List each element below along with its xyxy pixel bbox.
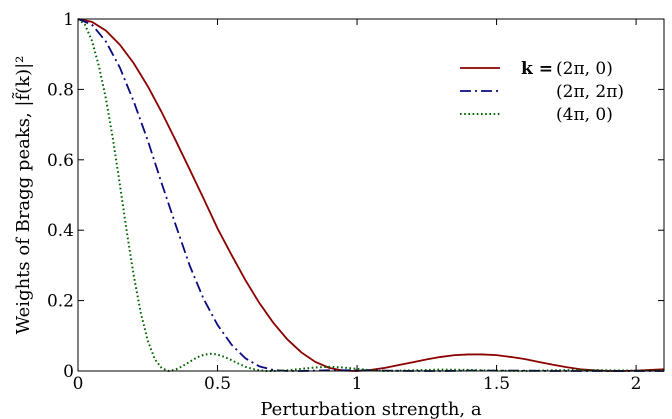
x-tick-label: 0 (73, 374, 84, 394)
y-tick-label: 0 (63, 362, 74, 382)
y-tick-label: 0.2 (47, 292, 74, 312)
y-axis-label: Weights of Bragg peaks, |f̃(k)|² (11, 56, 34, 335)
x-tick-label: 2 (631, 374, 642, 394)
series-line-3 (77, 18, 664, 373)
x-tick-label: 1 (352, 374, 363, 394)
y-tick-label: 0.4 (47, 221, 74, 241)
plot-frame (77, 18, 665, 372)
y-tick-label: 1 (63, 10, 74, 30)
x-tick-label: 1.5 (483, 374, 510, 394)
tick-labels: 0 0.5 1 1.5 2 0 0.2 0.4 0.6 0.8 1 (47, 10, 642, 394)
axis-ticks (77, 18, 664, 372)
y-tick-label: 0.8 (47, 80, 74, 100)
legend-prefix: k = (521, 59, 553, 79)
legend-label-3: (4π, 0) (556, 105, 613, 125)
legend: k = (2π, 0) (2π, 2π) (4π, 0) (460, 59, 624, 125)
y-tick-label: 0.6 (47, 151, 74, 171)
legend-label-2: (2π, 2π) (556, 82, 624, 102)
x-tick-label: 0.5 (204, 374, 231, 394)
x-axis-label: Perturbation strength, a (260, 399, 481, 419)
legend-label-1: (2π, 0) (556, 59, 613, 79)
